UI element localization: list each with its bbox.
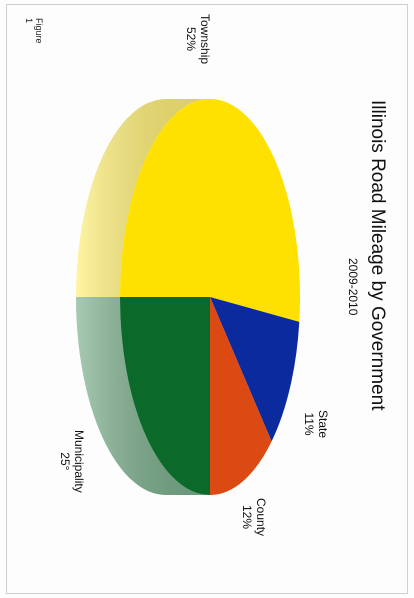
slice-label-township-value: 52%: [184, 27, 198, 52]
slice-label-state: State 11%: [302, 410, 330, 438]
figure-caption-label: Figure: [34, 18, 44, 44]
chart-subtitle: 2009-2010: [346, 258, 360, 316]
slice-label-municipality: Municipality 25°: [58, 430, 86, 493]
page-border: [6, 4, 408, 594]
pie-side-shade-township: [76, 99, 210, 297]
pie-slice-state: [210, 297, 300, 442]
slice-label-county-name: County: [254, 498, 268, 537]
slice-label-county: County 12%: [240, 498, 268, 536]
slice-label-county-value: 12%: [240, 505, 254, 530]
pie-slices: [120, 99, 300, 495]
slice-label-municipality-value: 25°: [58, 452, 72, 471]
slice-label-municipality-name: Municipality: [72, 430, 86, 493]
pie-slice-township: [120, 99, 300, 322]
figure-caption: Figure 1: [24, 18, 44, 44]
pie-slice-county: [210, 297, 272, 495]
slice-label-township: Township 52%: [184, 14, 212, 64]
pie-side-shade-municipality: [76, 297, 210, 495]
figure-caption-number: 1: [24, 18, 34, 24]
slice-label-state-value: 11%: [302, 412, 316, 436]
slice-label-township-name: Township: [198, 14, 212, 65]
pie-depth: [76, 99, 210, 495]
chart-title: Illinois Road Mileage by Government: [367, 100, 388, 411]
pie-slice-municipality: [120, 297, 210, 495]
slice-label-state-name: State: [316, 410, 330, 439]
